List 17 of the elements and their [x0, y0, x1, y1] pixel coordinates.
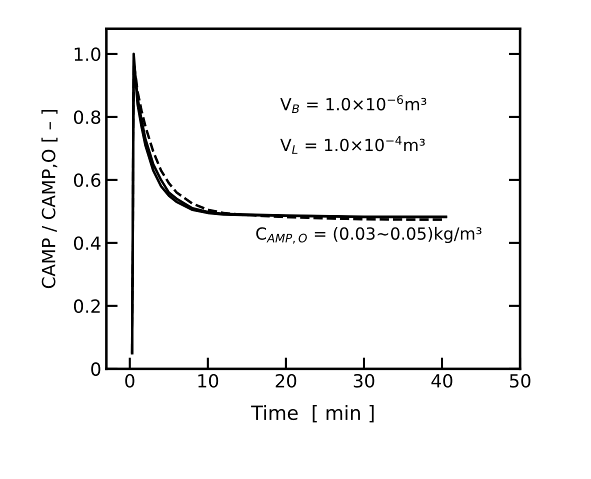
- annotation: V$_{B}$ = 1.0×10$^{−6}$m³: [280, 95, 426, 113]
- annotation: C$_{AMP,O}$ = (0.03∼0.05)kg/m³: [256, 226, 482, 244]
- y-tick-label: 0: [91, 362, 100, 376]
- x-tick-label: 30: [354, 374, 374, 388]
- annotation: V$_{L}$ = 1.0×10$^{−4}$m³: [280, 136, 425, 154]
- y-tick-label: 0.6: [74, 173, 100, 188]
- y-tick-label: 0.8: [74, 110, 100, 124]
- y-tick-label: 0.4: [74, 236, 101, 250]
- x-tick-label: 50: [510, 374, 530, 388]
- y-tick-label: 1.0: [74, 47, 100, 62]
- x-axis-title: Time [ min ]: [251, 405, 374, 422]
- x-tick-label: 0: [125, 374, 134, 388]
- x-tick-label: 10: [198, 374, 218, 388]
- y-axis-title: CAMP / CAMP,O [ – ]: [41, 110, 58, 288]
- y-tick-label: 0.2: [74, 299, 100, 313]
- x-tick-label: 20: [276, 374, 296, 388]
- x-tick-label: 40: [431, 374, 452, 388]
